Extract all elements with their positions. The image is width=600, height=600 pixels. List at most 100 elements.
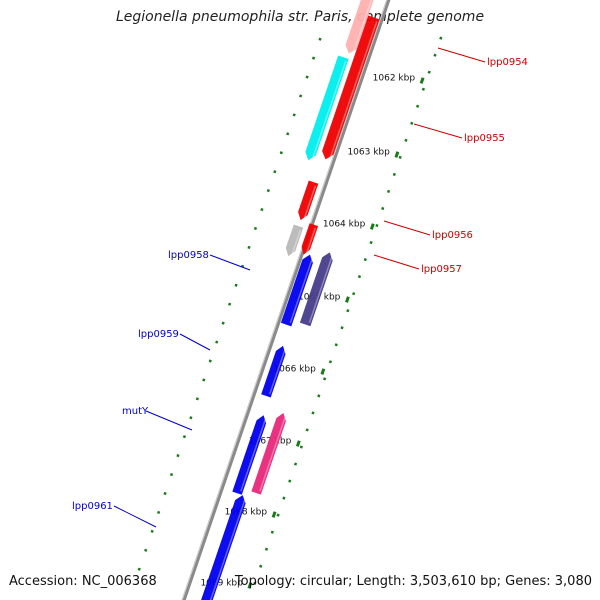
gene-arrow: [261, 345, 286, 398]
gene-arrow: [305, 55, 349, 161]
tick-rail-left-tick: [328, 360, 333, 364]
gene-label: lpp0957: [421, 264, 462, 275]
gene-label: lpp0956: [432, 230, 473, 241]
tick-rail-left-tick: [381, 206, 385, 211]
scale-major-tick: [320, 368, 326, 375]
tick-rail-right-tick: [273, 170, 277, 174]
tick-rail-left-tick: [340, 326, 344, 330]
gene-arrow-shine: [291, 229, 302, 255]
tick-rail-right-tick: [279, 151, 283, 155]
scale-major-tick: [247, 582, 253, 589]
gene-arrow-shine: [269, 349, 286, 395]
tick-rail-left-tick: [415, 104, 420, 108]
gene-arrow-shine: [311, 60, 347, 159]
scale-major-tick: [271, 511, 277, 518]
tick-rail-right-tick: [163, 491, 167, 496]
scale-major-tick: [295, 440, 301, 447]
tick-rail-right-tick: [176, 454, 180, 458]
tick-rail-right-tick: [228, 302, 232, 306]
gene-arrow: [301, 223, 319, 255]
tick-rail-left-tick: [398, 155, 402, 159]
tick-rail-left-tick: [357, 275, 362, 279]
tick-rail-left-tick: [293, 462, 298, 466]
tick-rail-left-tick: [334, 343, 338, 347]
tick-rail-right-tick: [299, 94, 303, 98]
scale-major-tick: [345, 296, 350, 303]
tick-rail-left-tick: [276, 513, 280, 517]
gene-arrow-shine: [306, 228, 316, 253]
topology-text: Topology: circular; Length: 3,503,610 bp…: [234, 574, 592, 589]
gene-arrow: [298, 180, 319, 221]
tick-rail-right-tick: [318, 37, 322, 41]
gene-label-leader: [413, 123, 463, 139]
tick-rail-right-tick: [215, 340, 219, 344]
tick-rail-right-tick: [311, 56, 316, 60]
gene-arrow-shine: [303, 185, 317, 219]
gene-label-leader: [145, 410, 193, 431]
gene-arrow-shine: [240, 418, 267, 492]
tick-rail-right-tick: [286, 132, 290, 136]
gene-label: mutY: [122, 406, 149, 417]
gene-arrow-shine: [209, 498, 246, 600]
gene-arrow: [322, 15, 380, 160]
tick-rail-right-tick: [189, 416, 193, 420]
tick-rail-left-tick: [363, 258, 367, 262]
genome-backbone-highlight: [181, 0, 388, 600]
gene-arrow-shine: [259, 416, 286, 492]
tick-rail-right-tick: [182, 435, 187, 439]
tick-rail-right-tick: [234, 283, 238, 287]
scale-label: 1064 kbp: [323, 220, 366, 230]
gene-label: lpp0958: [168, 250, 209, 261]
gene-arrow: [251, 413, 286, 495]
gene-label: lpp0961: [72, 501, 113, 512]
tick-rail-left-tick: [288, 479, 292, 483]
tick-rail-left-tick: [346, 309, 350, 313]
scale-label: 1068 kbp: [225, 508, 268, 518]
gene-label: lpp0955: [464, 133, 505, 144]
tick-rail-left-tick: [375, 223, 379, 228]
gene-arrow-shine: [308, 256, 333, 323]
gene-arrow: [201, 495, 246, 600]
tick-rail-left-tick: [433, 53, 437, 57]
scale-label: 1063 kbp: [347, 148, 390, 158]
tick-rail-right-tick: [144, 548, 148, 552]
tick-rail-left-tick: [323, 377, 327, 381]
gene-label-leader: [179, 333, 211, 351]
gene-arrow: [299, 252, 333, 327]
tick-rail-left-tick: [439, 36, 443, 40]
tick-rail-left-tick: [352, 292, 356, 296]
gene-arrow: [345, 0, 374, 54]
scale-label: 1062 kbp: [373, 74, 416, 84]
tick-rail-left-tick: [270, 530, 274, 534]
gene-arrow: [280, 254, 313, 327]
scale-label: 1066 kbp: [273, 365, 316, 375]
tick-rail-left-tick: [259, 564, 263, 568]
tick-rail-right-tick: [305, 75, 309, 79]
gene-arrow: [285, 224, 304, 257]
tick-rail-left-tick: [311, 411, 315, 415]
tick-rail-left-tick: [282, 496, 286, 500]
scale-major-tick: [394, 151, 400, 158]
tick-rail-right-tick: [253, 226, 258, 231]
gene-label-leader: [373, 254, 420, 270]
tick-rail-right-tick: [169, 472, 174, 477]
scale-label: 1069 kbp: [200, 579, 243, 589]
tick-rail-right-tick: [202, 378, 206, 382]
tick-rail-right-tick: [247, 245, 251, 249]
tick-rail-left-tick: [369, 240, 373, 245]
accession-text: Accession: NC_006368: [9, 574, 157, 589]
gene-label: lpp0954: [487, 57, 528, 68]
tick-rail-right-tick: [157, 510, 161, 515]
tick-rail-right-tick: [292, 113, 296, 117]
gene-arrow-shine: [352, 0, 373, 53]
gene-label-leader: [383, 220, 431, 236]
tick-rail-left-tick: [386, 189, 391, 194]
gene-arrow-shine: [289, 258, 313, 324]
tick-rail-left-tick: [392, 172, 396, 177]
map-title: Legionella pneumophila str. Paris, compl…: [115, 9, 485, 25]
scale-major-tick: [419, 77, 425, 84]
gene-label-leader: [113, 505, 157, 528]
gene-label-leader: [209, 254, 251, 271]
